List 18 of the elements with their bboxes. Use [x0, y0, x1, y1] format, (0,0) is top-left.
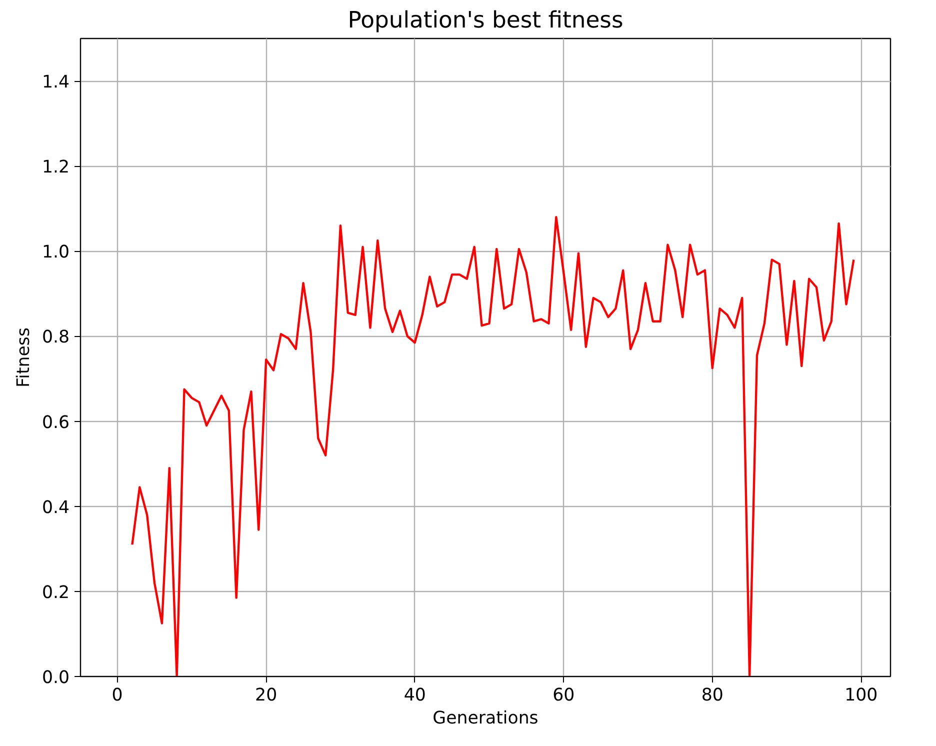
y-tick-label: 0.4 [42, 498, 70, 518]
x-tick-label: 20 [255, 686, 278, 706]
y-axis-title: Fitness [14, 327, 34, 388]
y-tick-label: 1.2 [42, 158, 70, 178]
x-tick-label: 100 [844, 686, 878, 706]
y-tick-label: 0.8 [42, 328, 70, 348]
x-tick-label: 40 [404, 686, 426, 706]
x-tick-label: 0 [112, 686, 123, 706]
y-tick-label: 0.2 [42, 582, 70, 603]
x-tick-label: 80 [701, 686, 724, 706]
y-tick-label: 0.6 [42, 412, 70, 433]
y-tick-label: 0.0 [42, 668, 70, 688]
y-tick-label: 1.0 [42, 242, 70, 263]
line-series [131, 216, 855, 676]
chart-title: Population's best fitness [348, 8, 624, 34]
x-axis-title: Generations [432, 708, 538, 728]
x-tick-label: 60 [552, 686, 575, 706]
y-tick-label: 1.4 [42, 72, 70, 93]
